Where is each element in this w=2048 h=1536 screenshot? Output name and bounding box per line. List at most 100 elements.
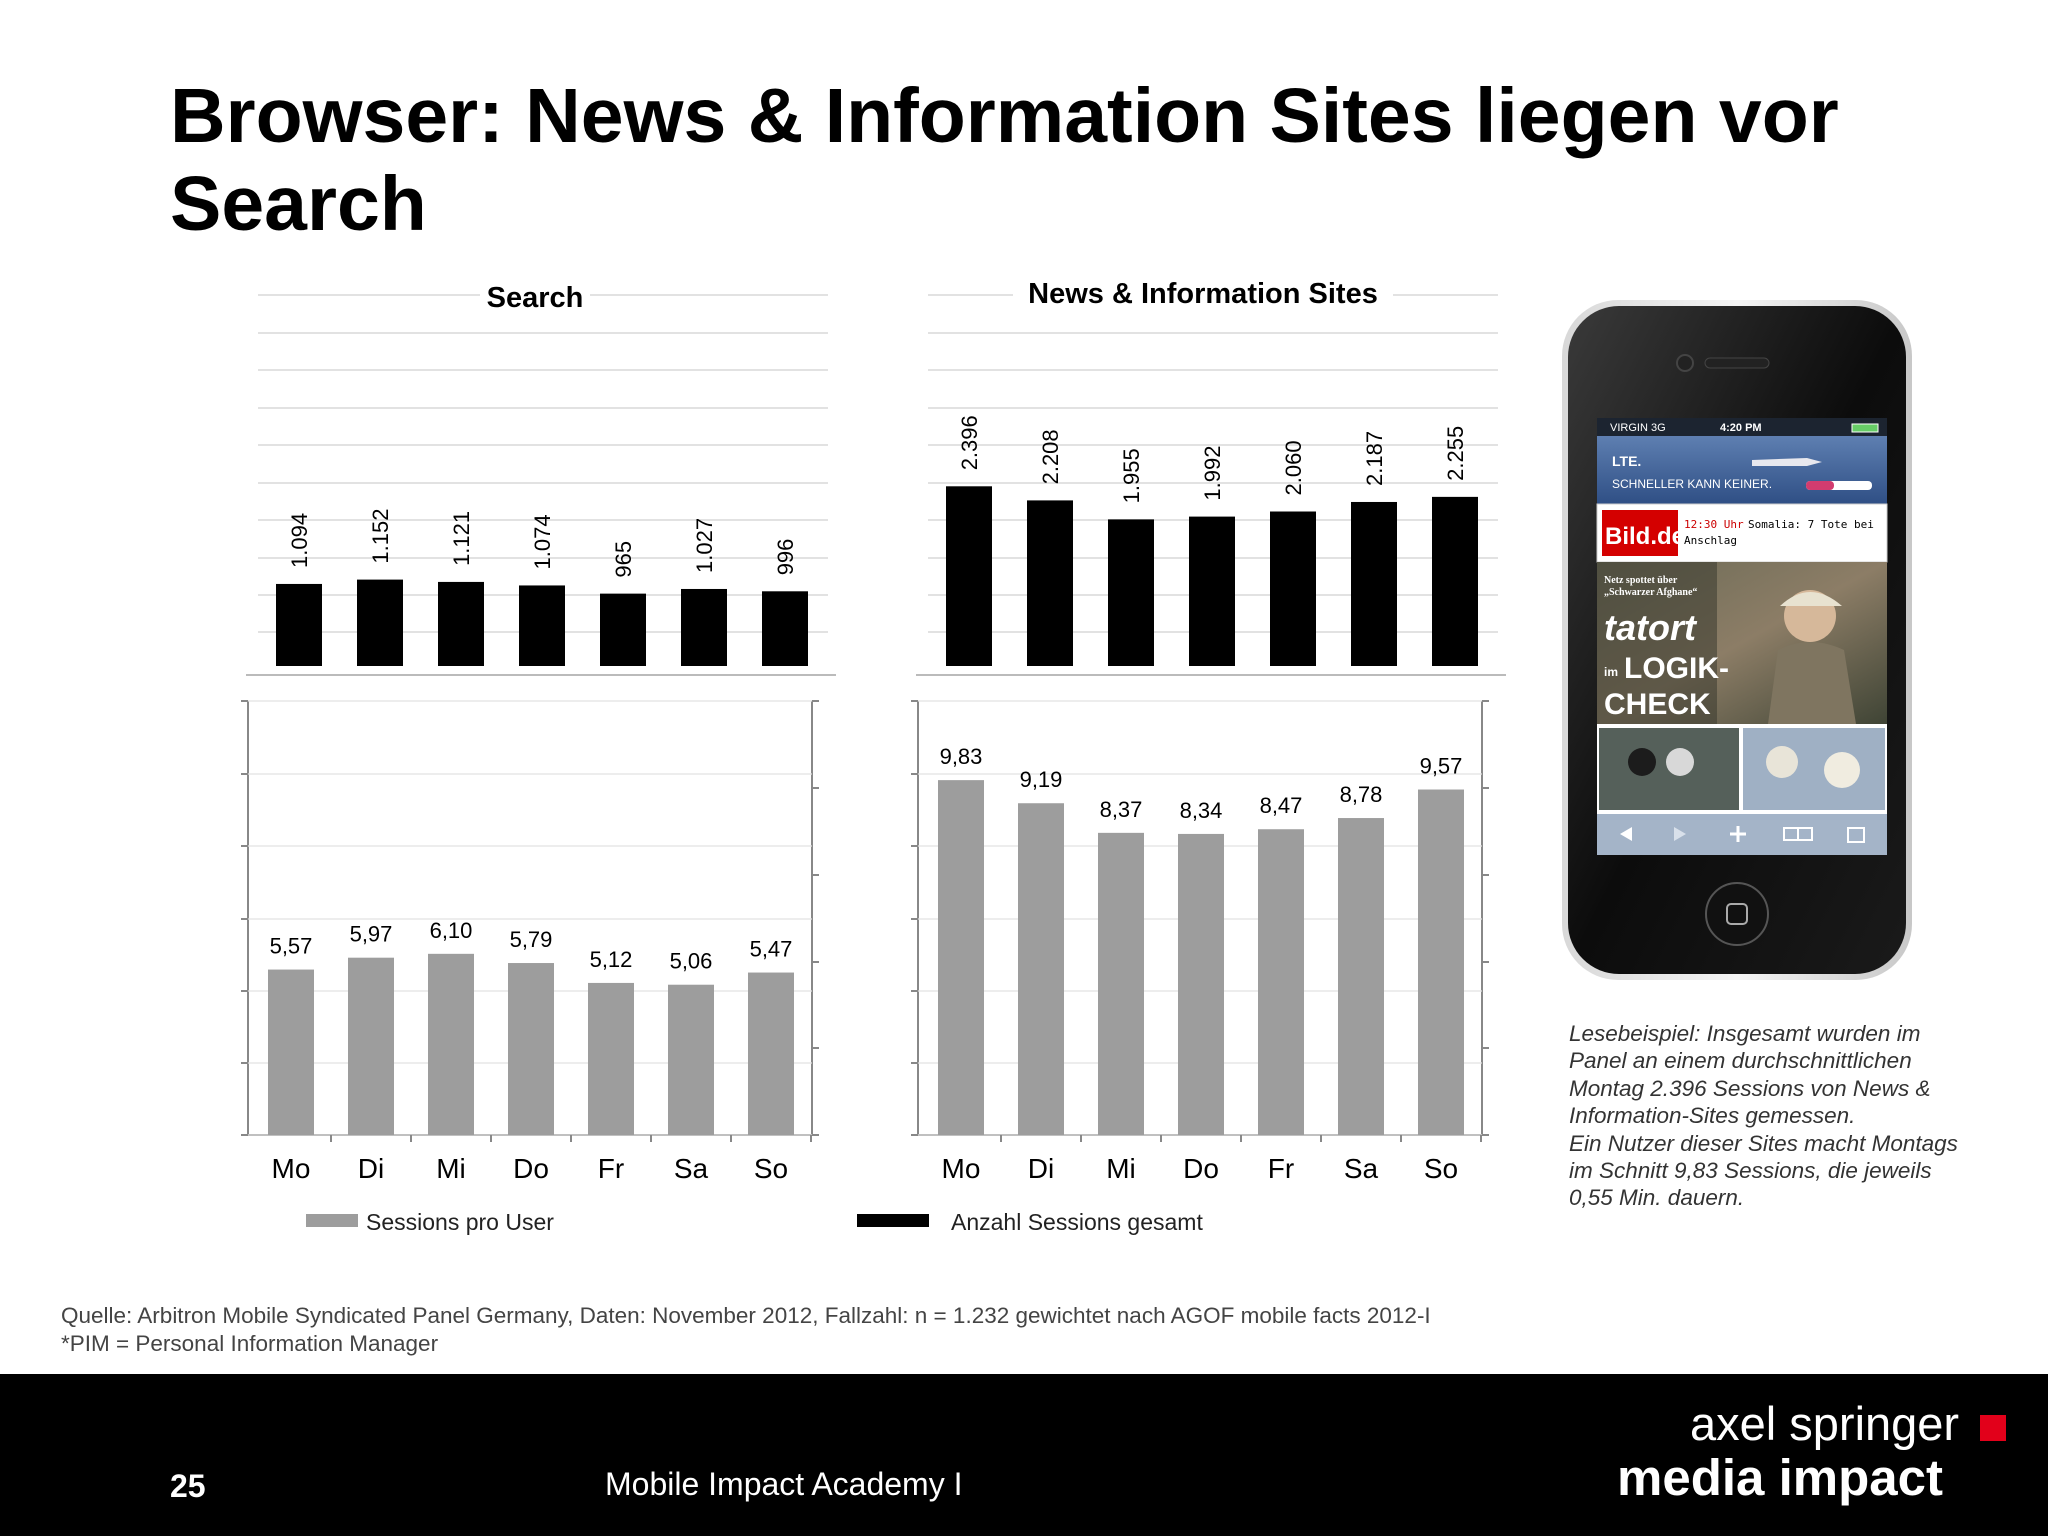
data-label-sessions-per-user: 5,79 [510, 927, 553, 952]
data-label-sessions-total: 965 [611, 541, 636, 578]
bar-sessions-per-user [1418, 789, 1464, 1135]
bar-sessions-total [600, 593, 646, 666]
data-label-sessions-per-user: 6,10 [430, 918, 473, 943]
bar-sessions-total [1108, 519, 1154, 666]
bar-sessions-total [357, 579, 403, 666]
chart-title: News & Information Sites [1028, 278, 1378, 310]
bar-sessions-total [519, 585, 565, 666]
data-label-sessions-total: 996 [773, 539, 798, 576]
bar-sessions-per-user [1018, 803, 1064, 1135]
data-label-sessions-total: 2.208 [1038, 429, 1063, 484]
data-label-sessions-per-user: 5,12 [590, 947, 633, 972]
data-label-sessions-per-user: 9,19 [1020, 767, 1063, 792]
data-label-sessions-total: 2.060 [1281, 440, 1306, 495]
phone-teaser-small-2: „Schwarzer Afghane“ [1604, 587, 1697, 598]
phone-teaser-big-1: tatort [1604, 607, 1698, 648]
bar-sessions-per-user [668, 984, 714, 1135]
data-label-sessions-per-user: 5,06 [670, 949, 713, 974]
x-tick-label: Fr [598, 1153, 624, 1184]
note-line: Information-Sites gemessen. [1569, 1103, 1856, 1129]
data-label-sessions-per-user: 5,97 [350, 922, 393, 947]
phone-ad-line2: SCHNELLER KANN KEINER. [1612, 477, 1772, 491]
note-line: Ein Nutzer dieser Sites macht Montags [1569, 1130, 1958, 1156]
page-title: Browser: News & Information Sites liegen… [170, 73, 1839, 247]
data-label-sessions-total: 1.955 [1119, 448, 1144, 503]
data-label-sessions-total: 2.396 [957, 415, 982, 470]
phone-news-text-2: Anschlag [1684, 534, 1737, 547]
phone-teaser-im: im [1604, 665, 1618, 679]
source-line: Quelle: Arbitron Mobile Syndicated Panel… [61, 1303, 1431, 1328]
data-label-sessions-total: 1.152 [368, 509, 393, 564]
data-label-sessions-total: 1.027 [692, 518, 717, 573]
bar-sessions-total [1189, 516, 1235, 666]
bar-sessions-total [1270, 511, 1316, 666]
legend-swatch [857, 1214, 929, 1227]
phone-teaser-big-3: CHECK [1604, 688, 1711, 721]
bar-sessions-per-user [1338, 818, 1384, 1135]
data-label-sessions-total: 1.121 [449, 511, 474, 566]
charts-area: Search 1.094 1.152 1.121 1.074 965 1.027 996 5,5… [241, 273, 1506, 1235]
bar-sessions-total [681, 588, 727, 666]
bar-sessions-per-user [268, 969, 314, 1135]
source-note: Quelle: Arbitron Mobile Syndicated Panel… [61, 1302, 1431, 1358]
note-line: Montag 2.396 Sessions von News & [1569, 1075, 1931, 1101]
bar-sessions-per-user [1178, 833, 1224, 1135]
legend-swatch [306, 1214, 358, 1227]
note-line: 0,55 Min. dauern. [1569, 1185, 1745, 1211]
x-tick-label: Di [358, 1153, 384, 1184]
phone-teaser-small-1: Netz spottet über [1604, 575, 1678, 586]
bar-sessions-total [276, 583, 322, 666]
reading-example-note: Lesebeispiel: Insgesamt wurden im Panel … [1569, 1020, 2009, 1212]
note-line: Panel an einem durchschnittlichen [1569, 1048, 1912, 1074]
chart-title: Search [487, 282, 584, 314]
data-label-sessions-total: 1.992 [1200, 446, 1225, 501]
data-label-sessions-per-user: 8,47 [1260, 793, 1303, 818]
x-tick-label: Do [513, 1153, 549, 1184]
note-line: Lesebeispiel: Insgesamt wurden im [1569, 1021, 1921, 1046]
bar-sessions-per-user [588, 982, 634, 1135]
bar-sessions-total [1432, 496, 1478, 666]
phone-news-text-1: Somalia: 7 Tote bei [1748, 518, 1874, 531]
phone-bild-logo: Bild.de [1605, 523, 1685, 550]
x-tick-label: So [1424, 1153, 1458, 1184]
bar-sessions-per-user [508, 963, 554, 1135]
bar-sessions-total [1027, 500, 1073, 666]
bar-sessions-per-user [938, 780, 984, 1135]
bar-sessions-per-user [1258, 829, 1304, 1135]
x-tick-label: Mo [942, 1153, 981, 1184]
x-tick-label: Mi [1106, 1153, 1136, 1184]
x-tick-label: Do [1183, 1153, 1219, 1184]
data-label-sessions-per-user: 8,78 [1340, 782, 1383, 807]
x-tick-label: So [754, 1153, 788, 1184]
x-tick-label: Mi [436, 1153, 466, 1184]
data-label-sessions-per-user: 5,57 [270, 934, 313, 959]
page-number: 25 [170, 1468, 206, 1504]
data-label-sessions-per-user: 9,57 [1420, 754, 1463, 779]
x-tick-label: Di [1028, 1153, 1054, 1184]
legend-label: Sessions pro User [366, 1209, 554, 1235]
phone-time: 4:20 PM [1720, 422, 1762, 434]
footer-title: Mobile Impact Academy I [605, 1466, 963, 1502]
phone-illustration: VIRGIN 3G 4:20 PM LTE. SCHNELLER KANN KE… [1556, 300, 1912, 985]
phone-teaser-big-2: LOGIK- [1624, 652, 1729, 685]
bar-sessions-total [762, 591, 808, 666]
phone-news-time: 12:30 Uhr [1684, 518, 1744, 531]
data-label-sessions-per-user: 8,34 [1180, 798, 1223, 823]
bar-sessions-per-user [1098, 832, 1144, 1135]
phone-ad-line1: LTE. [1612, 453, 1641, 469]
note-line: im Schnitt 9,83 Sessions, die jeweils [1569, 1158, 1932, 1184]
x-tick-label: Fr [1268, 1153, 1294, 1184]
data-label-sessions-total: 2.187 [1362, 431, 1387, 486]
bar-sessions-per-user [348, 957, 394, 1135]
phone-carrier: VIRGIN 3G [1610, 422, 1666, 434]
x-tick-label: Sa [674, 1153, 709, 1184]
brand-name-top: axel springer [1690, 1397, 1960, 1450]
brand-square-icon [1980, 1415, 2006, 1441]
data-label-sessions-per-user: 9,83 [940, 744, 983, 769]
data-label-sessions-per-user: 8,37 [1100, 797, 1143, 822]
data-label-sessions-total: 2.255 [1443, 426, 1468, 481]
data-label-sessions-per-user: 5,47 [750, 937, 793, 962]
bar-sessions-per-user [748, 972, 794, 1135]
bar-sessions-per-user [428, 953, 474, 1135]
chart-title-backdrop [1013, 273, 1393, 313]
